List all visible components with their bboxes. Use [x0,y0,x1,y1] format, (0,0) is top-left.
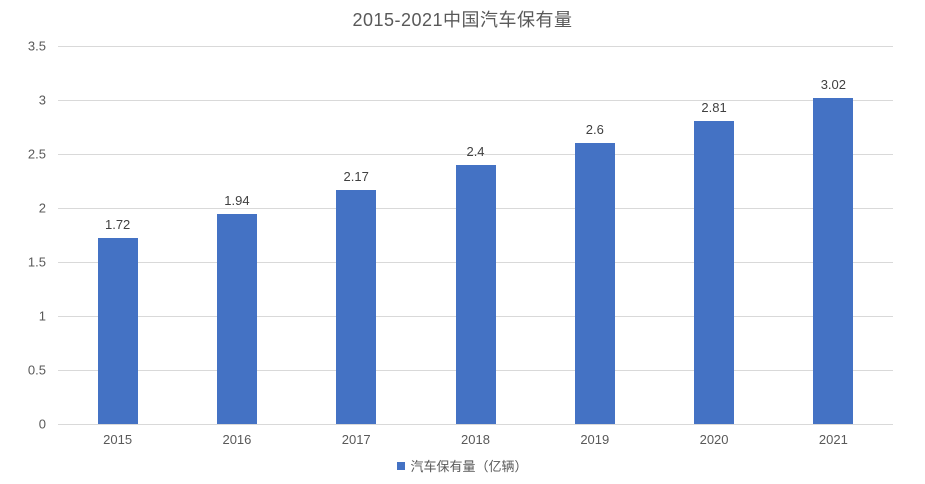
bar-value-label: 1.94 [224,193,250,209]
x-tick-label: 2017 [341,432,371,447]
legend-label: 汽车保有量（亿辆） [410,459,528,474]
x-tick-label: 2019 [580,432,610,447]
bar-value-label: 2.81 [701,99,727,115]
legend-marker-icon [397,461,406,470]
y-tick-label: 1 [38,308,46,324]
gridline [58,100,893,101]
bar-2018[interactable] [455,164,496,424]
y-tick-label: 2 [38,200,46,216]
y-tick-label: 3.5 [27,38,46,54]
bar-value-label: 2.6 [585,122,604,138]
bar-2021[interactable] [813,97,854,424]
x-axis-line [58,424,893,425]
chart-title: 2015-2021中国汽车保有量 [352,10,573,30]
y-tick-label: 1.5 [27,254,46,270]
x-tick-label: 2018 [461,432,490,447]
bar-2019[interactable] [574,143,615,424]
bar-value-label: 1.72 [104,217,131,233]
plot-area: 0 0.5 1 1.5 2 2.5 3 3.5 1.72 2015 1.94 2016 2.17 2017… [28,39,893,447]
y-tick-label: 2.5 [27,146,46,162]
gridline [58,46,893,47]
x-tick-label: 2015 [103,432,133,447]
y-tick-label: 0 [38,416,46,432]
legend: 汽车保有量（亿辆） [0,456,925,475]
x-tick-label: 2020 [699,432,729,447]
gridline [58,154,893,155]
bar-2016[interactable] [216,214,257,424]
y-tick-label: 3 [38,92,46,108]
x-tick-label: 2016 [222,432,252,447]
y-tick-label: 0.5 [27,362,46,378]
bar-2017[interactable] [336,189,377,424]
bar-value-label: 2.17 [343,168,369,184]
bar-value-label: 2.4 [466,143,485,159]
x-tick-label: 2021 [818,432,848,447]
bar-2020[interactable] [694,120,735,424]
bar-2015[interactable] [97,238,138,424]
bar-value-label: 3.02 [820,76,846,92]
